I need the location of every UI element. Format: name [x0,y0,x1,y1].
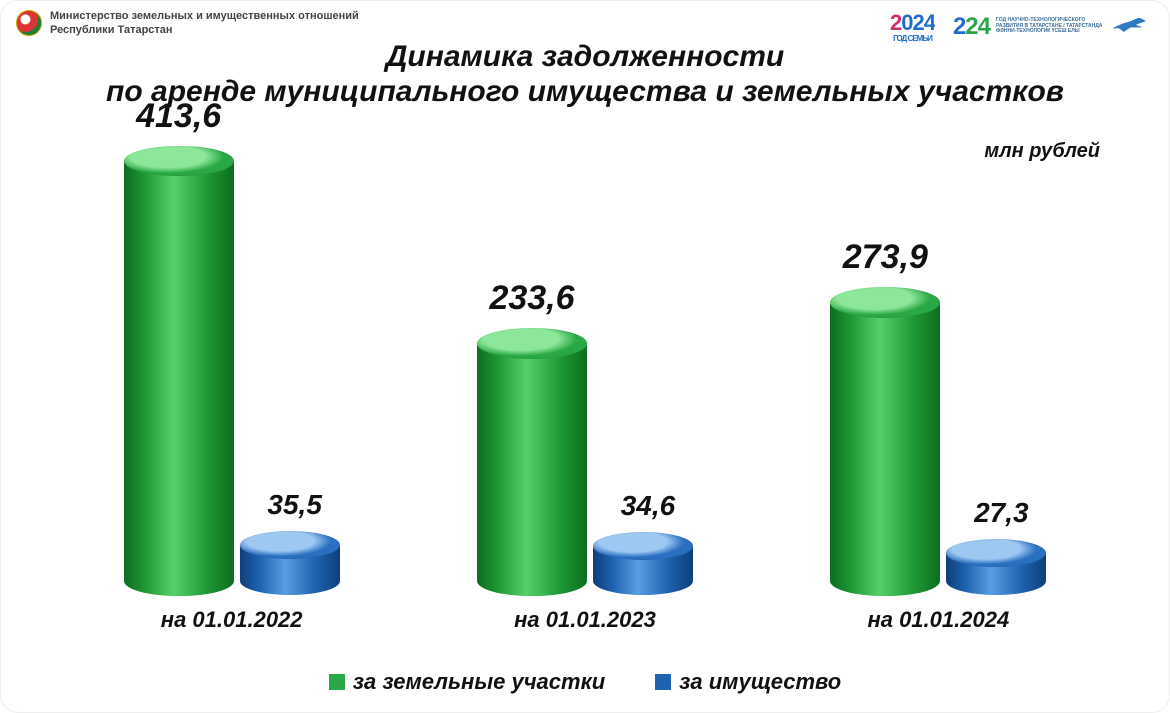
org-line2: Республики Татарстан [50,24,359,38]
title-line-1: Динамика задолженности [0,40,1170,75]
x-axis-label: на 01.01.2023 [435,607,735,633]
bar-property [593,546,693,581]
value-label-land: 413,6 [89,97,269,136]
value-label-property: 35,5 [205,489,385,521]
bar-land [477,344,587,581]
logo-2024a-number: 2024 [890,10,935,36]
logo-2024b-number: 224 [953,13,990,41]
bar-group: 233,6 34,6 [435,150,735,593]
legend-item-land: за земельные участки [329,669,605,695]
bar-group: 273,9 27,3 [788,150,1088,593]
bar-property [946,553,1046,581]
bar-groups: 413,635,5 233,6 34,6 273,9 27,3 [55,150,1115,593]
bar-property [240,545,340,581]
x-axis-label: на 01.01.2024 [788,607,1088,633]
x-axis-label: на 01.01.2022 [82,607,382,633]
year-of-family-2024-logo: 2024 ГОД СЕМЬИ [890,10,935,43]
bird-icon [1112,18,1146,36]
year-of-science-2024-logo: 224 ГОД НАУЧНО-ТЕХНОЛОГИЧЕСКОГО РАЗВИТИЯ… [953,13,1146,41]
legend: за земельные участки за имущество [0,669,1170,695]
legend-swatch-property [655,674,671,690]
organization-block: Министерство земельных и имущественных о… [16,10,359,38]
bar-group: 413,635,5 [82,150,382,593]
legend-label-property: за имущество [679,669,841,695]
chart-area: 413,635,5 233,6 34,6 273,9 27,3 на 01.01.202… [55,150,1115,633]
logo-2024b-num-a: 2 [953,13,965,40]
logo-2024b-num-b: 24 [965,13,990,40]
value-label-land: 233,6 [442,279,622,318]
bar-land [830,303,940,581]
legend-swatch-land [329,674,345,690]
value-label-land: 273,9 [795,238,975,277]
org-line1: Министерство земельных и имущественных о… [50,10,359,24]
page: Министерство земельных и имущественных о… [0,0,1170,713]
legend-item-property: за имущество [655,669,841,695]
value-label-property: 34,6 [558,490,738,522]
logo-2024b-caption: ГОД НАУЧНО-ТЕХНОЛОГИЧЕСКОГО РАЗВИТИЯ В Т… [996,18,1106,35]
x-axis-labels: на 01.01.2022 на 01.01.2023 на 01.01.2024 [55,607,1115,633]
legend-label-land: за земельные участки [353,669,605,695]
tatarstan-coat-of-arms-icon [16,10,42,36]
right-logos: 2024 ГОД СЕМЬИ 224 ГОД НАУЧНО-ТЕХНОЛОГИЧ… [890,10,1146,43]
organization-name: Министерство земельных и имущественных о… [50,10,359,38]
value-label-property: 27,3 [911,497,1091,529]
